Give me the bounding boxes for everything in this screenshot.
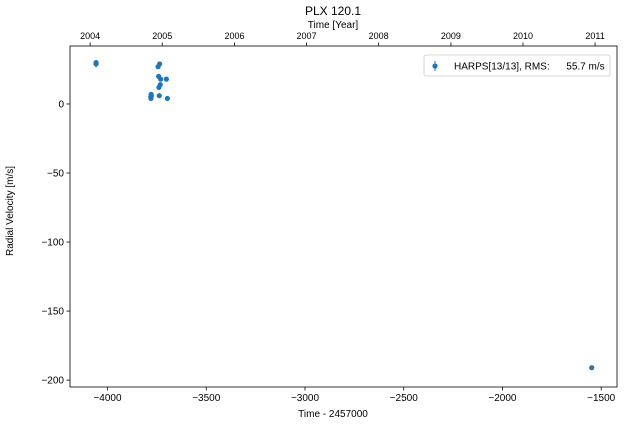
y-tick-label: −200 [41, 376, 64, 387]
data-point [156, 93, 162, 99]
y-tick-label: −100 [41, 238, 64, 249]
x-tick-label: −2000 [488, 393, 517, 404]
data-point [157, 82, 163, 88]
y-tick-label: −50 [47, 169, 64, 180]
x-tick-label: −4000 [93, 393, 122, 404]
data-point [148, 93, 154, 99]
x-tick-label: −2500 [390, 393, 419, 404]
y-axis-label: Radial Velocity [m/s] [5, 166, 16, 256]
y-tick-label: −150 [41, 307, 64, 318]
top-tick-label: 2007 [297, 31, 317, 41]
data-point [589, 365, 595, 371]
top-tick-label: 2005 [152, 31, 172, 41]
data-point [93, 59, 99, 66]
top-tick-label: 2004 [80, 31, 100, 41]
x-axis-label: Time - 2457000 [298, 409, 368, 420]
data-point [164, 95, 170, 102]
legend: HARPS[13/13], RMS: 55.7 m/s [423, 54, 611, 77]
x-tick-label: −3500 [192, 393, 221, 404]
top-tick-label: 2008 [369, 31, 389, 41]
top-axis-label: Time [Year] [308, 20, 359, 31]
plot-frame [69, 45, 618, 388]
plot-area: −4000 −3500 −3000 −2500 −2000 −1500 0 −50 −100 −1… [41, 31, 618, 404]
top-tick-label: 2010 [513, 31, 533, 41]
data-point [163, 76, 169, 82]
legend-box [423, 54, 611, 77]
top-tick-label: 2011 [585, 31, 604, 41]
legend-marker [432, 63, 438, 69]
data-point [158, 76, 164, 82]
data-point [157, 61, 163, 67]
chart-title: PLX 120.1 [305, 4, 361, 18]
top-tick-label: 2006 [224, 31, 244, 41]
legend-entry-harps: HARPS[13/13], RMS: 55.7 m/s [454, 62, 605, 73]
top-tick-label: 2009 [441, 31, 461, 41]
x-tick-label: −1500 [587, 393, 616, 404]
x-tick-label: −3000 [291, 393, 320, 404]
y-tick-label: 0 [58, 99, 64, 110]
